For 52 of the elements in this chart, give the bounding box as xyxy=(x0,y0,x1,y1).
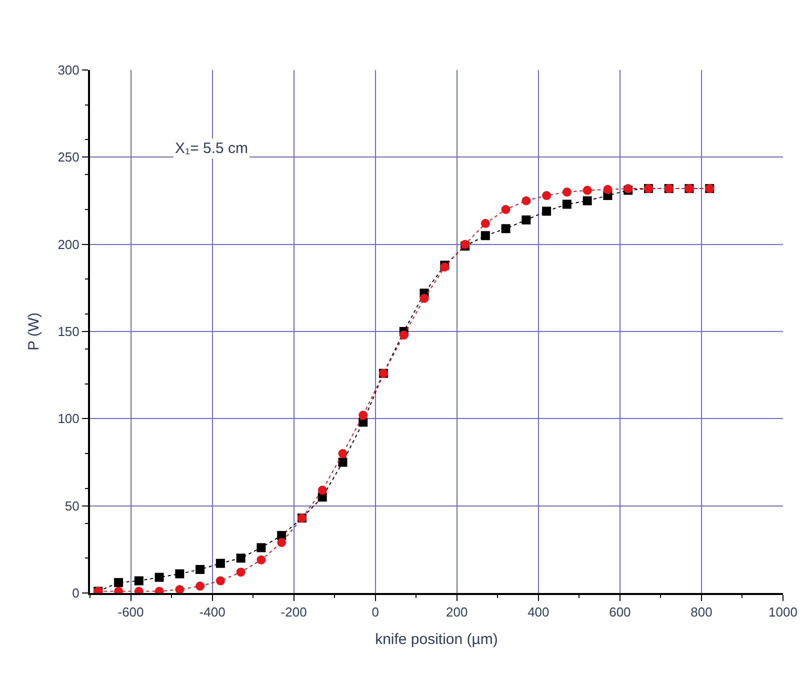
point xyxy=(196,582,205,591)
point xyxy=(420,294,429,303)
point xyxy=(399,330,408,340)
point xyxy=(154,572,164,582)
y-tick-label: 250 xyxy=(58,150,80,165)
y-tick-label: 300 xyxy=(58,62,80,78)
point xyxy=(216,558,225,568)
x-axis-title: knife position (µm) xyxy=(375,631,498,648)
point xyxy=(175,585,184,593)
y-tick-label: 50 xyxy=(64,498,80,514)
point xyxy=(236,554,246,563)
point xyxy=(256,543,266,552)
x-tick-label: 600 xyxy=(609,604,631,620)
x-tick-label: 200 xyxy=(446,604,468,620)
point xyxy=(603,184,612,194)
y-tick-label: 200 xyxy=(58,236,80,252)
point xyxy=(562,188,572,197)
point xyxy=(134,576,144,586)
x-tick-label: 0 xyxy=(372,604,379,620)
point xyxy=(196,564,205,574)
point xyxy=(501,224,510,234)
x-tick-label: -400 xyxy=(199,604,226,620)
point xyxy=(358,410,368,420)
point xyxy=(562,200,572,209)
point xyxy=(480,231,490,240)
point xyxy=(277,538,286,547)
x-tick-label: 800 xyxy=(690,604,712,620)
point xyxy=(114,578,124,588)
point xyxy=(216,576,225,586)
point xyxy=(480,218,490,228)
point xyxy=(256,555,266,564)
x-tick-label: 400 xyxy=(528,604,550,620)
x-tick-label: -200 xyxy=(280,604,307,620)
point xyxy=(318,486,327,495)
point xyxy=(542,206,552,216)
y-tick-label: 150 xyxy=(58,324,80,340)
y-tick-label: 0 xyxy=(72,586,80,601)
point xyxy=(582,196,592,206)
point xyxy=(542,191,552,200)
point xyxy=(582,186,592,195)
point xyxy=(175,569,184,578)
point xyxy=(236,568,246,577)
point xyxy=(522,196,531,206)
point xyxy=(501,204,510,214)
y-axis-title: P (W) xyxy=(25,312,42,351)
point xyxy=(338,449,348,458)
point xyxy=(338,458,348,467)
annotation: X₁= 5.5 cm xyxy=(175,140,248,157)
point xyxy=(522,215,531,224)
x-tick-label: -600 xyxy=(118,604,144,620)
y-tick-label: 100 xyxy=(58,411,80,426)
x-tick-label: 1000 xyxy=(768,604,798,620)
